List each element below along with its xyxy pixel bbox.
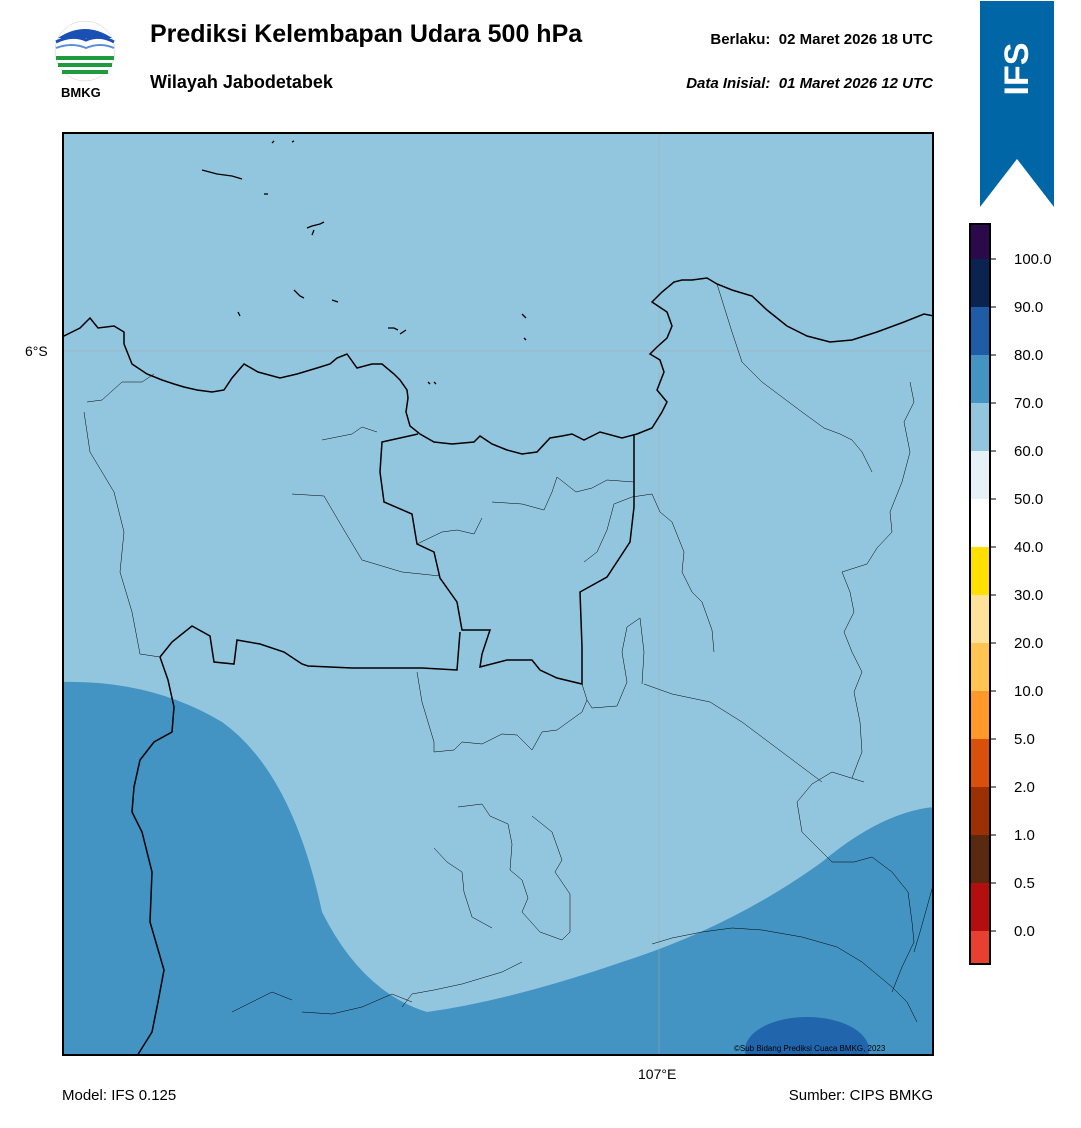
humidity-80-90-area xyxy=(745,1017,869,1056)
colorbar-label: 20.0 xyxy=(1014,635,1044,652)
ribbon-text: IFS xyxy=(998,43,1036,96)
colorbar-label: 30.0 xyxy=(1014,587,1044,604)
bmkg-logo-icon xyxy=(54,20,116,82)
colorbar-bin xyxy=(970,307,990,355)
copyright-text: ©Sub Bidang Prediksi Cuaca BMKG, 2023 xyxy=(734,1044,886,1053)
init-label: Data Inisial: xyxy=(686,75,771,92)
colorbar-label: 70.0 xyxy=(1014,395,1044,412)
lat-label: 6°S xyxy=(25,343,48,359)
valid-time: Berlaku: 02 Maret 2026 18 UTC xyxy=(710,31,933,48)
western-border xyxy=(131,656,175,1056)
colorbar xyxy=(969,223,996,965)
banten-jabar-border xyxy=(159,625,461,671)
colorbar-label: 60.0 xyxy=(1014,443,1044,460)
district-boundaries xyxy=(83,283,934,1023)
thousand-islands xyxy=(201,140,527,385)
colorbar-bin xyxy=(970,835,990,883)
colorbar-bin xyxy=(970,739,990,787)
colorbar-label: 80.0 xyxy=(1014,347,1044,364)
page-subtitle: Wilayah Jabodetabek xyxy=(150,72,333,92)
colorbar-bin xyxy=(970,259,990,307)
jakarta-border xyxy=(379,433,635,685)
valid-value: 02 Maret 2026 18 UTC xyxy=(778,31,933,48)
colorbar-bin xyxy=(970,691,990,739)
colorbar-label: 0.0 xyxy=(1014,923,1035,940)
colorbar-bin xyxy=(970,787,990,835)
colorbar-label: 100.0 xyxy=(1014,251,1052,268)
model-label: Model: IFS 0.125 xyxy=(62,1087,177,1104)
colorbar-bin xyxy=(970,499,990,547)
map-frame xyxy=(62,132,934,1056)
humidity-70-80-area xyxy=(62,681,934,1056)
colorbar-frame xyxy=(969,223,991,965)
colorbar-label: 1.0 xyxy=(1014,827,1035,844)
colorbar-bin xyxy=(970,595,990,643)
coastline xyxy=(62,277,934,455)
humidity-map: ©Sub Bidang Prediksi Cuaca BMKG, 2023 xyxy=(62,132,934,1056)
ifs-ribbon: IFS xyxy=(980,1,1054,207)
colorbar-bin xyxy=(970,931,990,964)
colorbar-bin xyxy=(970,547,990,595)
colorbar-bin xyxy=(970,403,990,451)
colorbar-bin xyxy=(970,355,990,403)
colorbar-label: 10.0 xyxy=(1014,683,1044,700)
valid-label: Berlaku: xyxy=(710,31,771,48)
colorbar-label: 0.5 xyxy=(1014,875,1035,892)
source-label: Sumber: CIPS BMKG xyxy=(788,1087,933,1104)
lon-label: 107°E xyxy=(638,1066,677,1082)
colorbar-label: 90.0 xyxy=(1014,299,1044,316)
colorbar-bin xyxy=(970,643,990,691)
logo-text: BMKG xyxy=(61,85,101,100)
colorbar-label: 50.0 xyxy=(1014,491,1044,508)
colorbar-label: 5.0 xyxy=(1014,731,1035,748)
colorbar-label: 2.0 xyxy=(1014,779,1035,796)
colorbar-bin xyxy=(970,224,990,259)
page-title: Prediksi Kelembapan Udara 500 hPa xyxy=(150,20,583,48)
colorbar-label: 40.0 xyxy=(1014,539,1044,556)
init-time: Data Inisial: 01 Maret 2026 12 UTC xyxy=(686,75,933,92)
colorbar-bin xyxy=(970,883,990,931)
colorbar-bin xyxy=(970,451,990,499)
init-value: 01 Maret 2026 12 UTC xyxy=(778,75,933,92)
